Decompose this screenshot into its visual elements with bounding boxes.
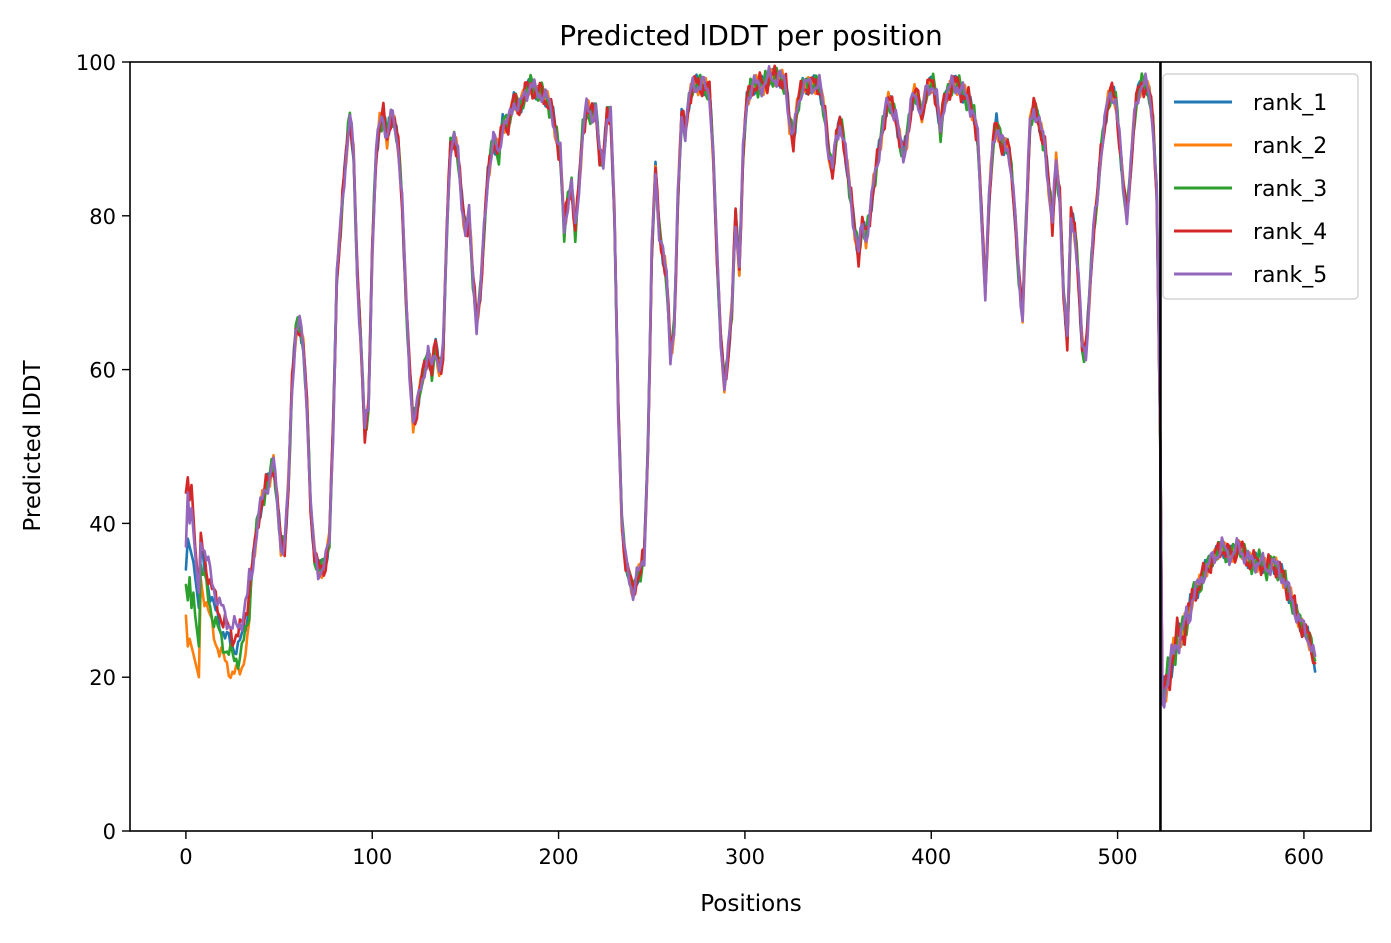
x-tick-label: 200 (539, 845, 579, 869)
y-tick-label: 60 (89, 359, 116, 383)
y-tick-label: 100 (76, 51, 116, 75)
series-line-rank_2 (184, 68, 1317, 703)
x-axis-label: Positions (700, 891, 802, 917)
y-tick-label: 0 (103, 820, 116, 844)
y-tick-label: 40 (89, 512, 116, 536)
chart-title: Predicted lDDT per position (559, 19, 943, 52)
legend-label-rank_5: rank_5 (1253, 263, 1327, 288)
y-axis-ticks: 0 20 40 60 80 100 (76, 51, 130, 844)
x-tick-label: 0 (179, 845, 192, 869)
x-tick-label: 100 (352, 845, 392, 869)
x-tick-label: 500 (1098, 845, 1138, 869)
x-tick-label: 600 (1284, 845, 1324, 869)
legend-items: rank_1 rank_2 rank_3 rank_4 rank_5 (1174, 91, 1327, 288)
x-tick-label: 300 (725, 845, 765, 869)
legend-box (1162, 73, 1359, 300)
x-axis-ticks: 0 100 200 300 400 500 600 (179, 831, 1324, 869)
legend-label-rank_3: rank_3 (1253, 177, 1327, 202)
legend-label-rank_1: rank_1 (1253, 91, 1327, 116)
plot-lines (184, 64, 1317, 709)
legend-label-rank_2: rank_2 (1253, 134, 1327, 159)
x-tick-label: 400 (911, 845, 951, 869)
legend-label-rank_4: rank_4 (1253, 220, 1327, 245)
legend: rank_1 rank_2 rank_3 rank_4 rank_5 (1162, 73, 1359, 300)
series-line-rank_5 (184, 65, 1317, 709)
y-tick-label: 80 (89, 205, 116, 229)
y-axis-label: Predicted lDDT (20, 359, 46, 531)
plot-frame (129, 61, 1372, 832)
y-tick-label: 20 (89, 666, 116, 690)
